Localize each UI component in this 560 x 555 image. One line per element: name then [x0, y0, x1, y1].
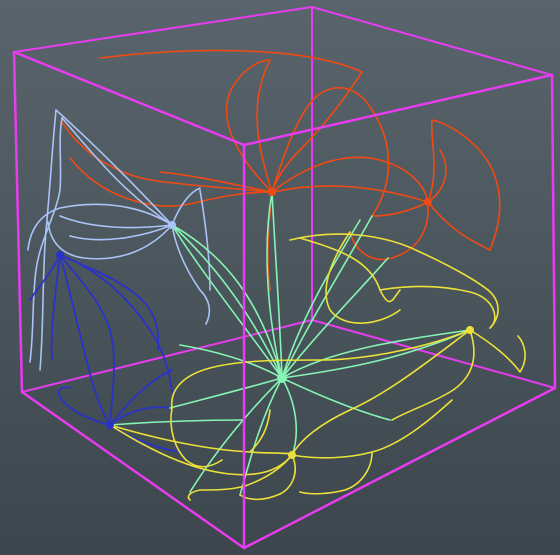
light-blue-bundle: [27, 109, 211, 371]
hub-node-green: [277, 373, 287, 383]
blue-bundle: [29, 254, 181, 453]
hub-node-yellow-2: [288, 451, 296, 459]
red-bundle: [61, 49, 501, 291]
green-bundle: [109, 191, 471, 496]
bounding-box-back: [13, 6, 556, 393]
hub-node-blue-1: [56, 251, 64, 259]
bounding-box-front: [12, 50, 557, 550]
hub-node-blue-2: [106, 421, 114, 429]
bundle-hubs: [56, 188, 474, 459]
hub-node-red-1: [268, 188, 276, 196]
hub-node-yellow-1: [466, 326, 474, 334]
hub-node-red-2: [424, 198, 432, 206]
yellow-bundle: [109, 231, 526, 501]
hub-node-light-blue: [168, 221, 176, 229]
